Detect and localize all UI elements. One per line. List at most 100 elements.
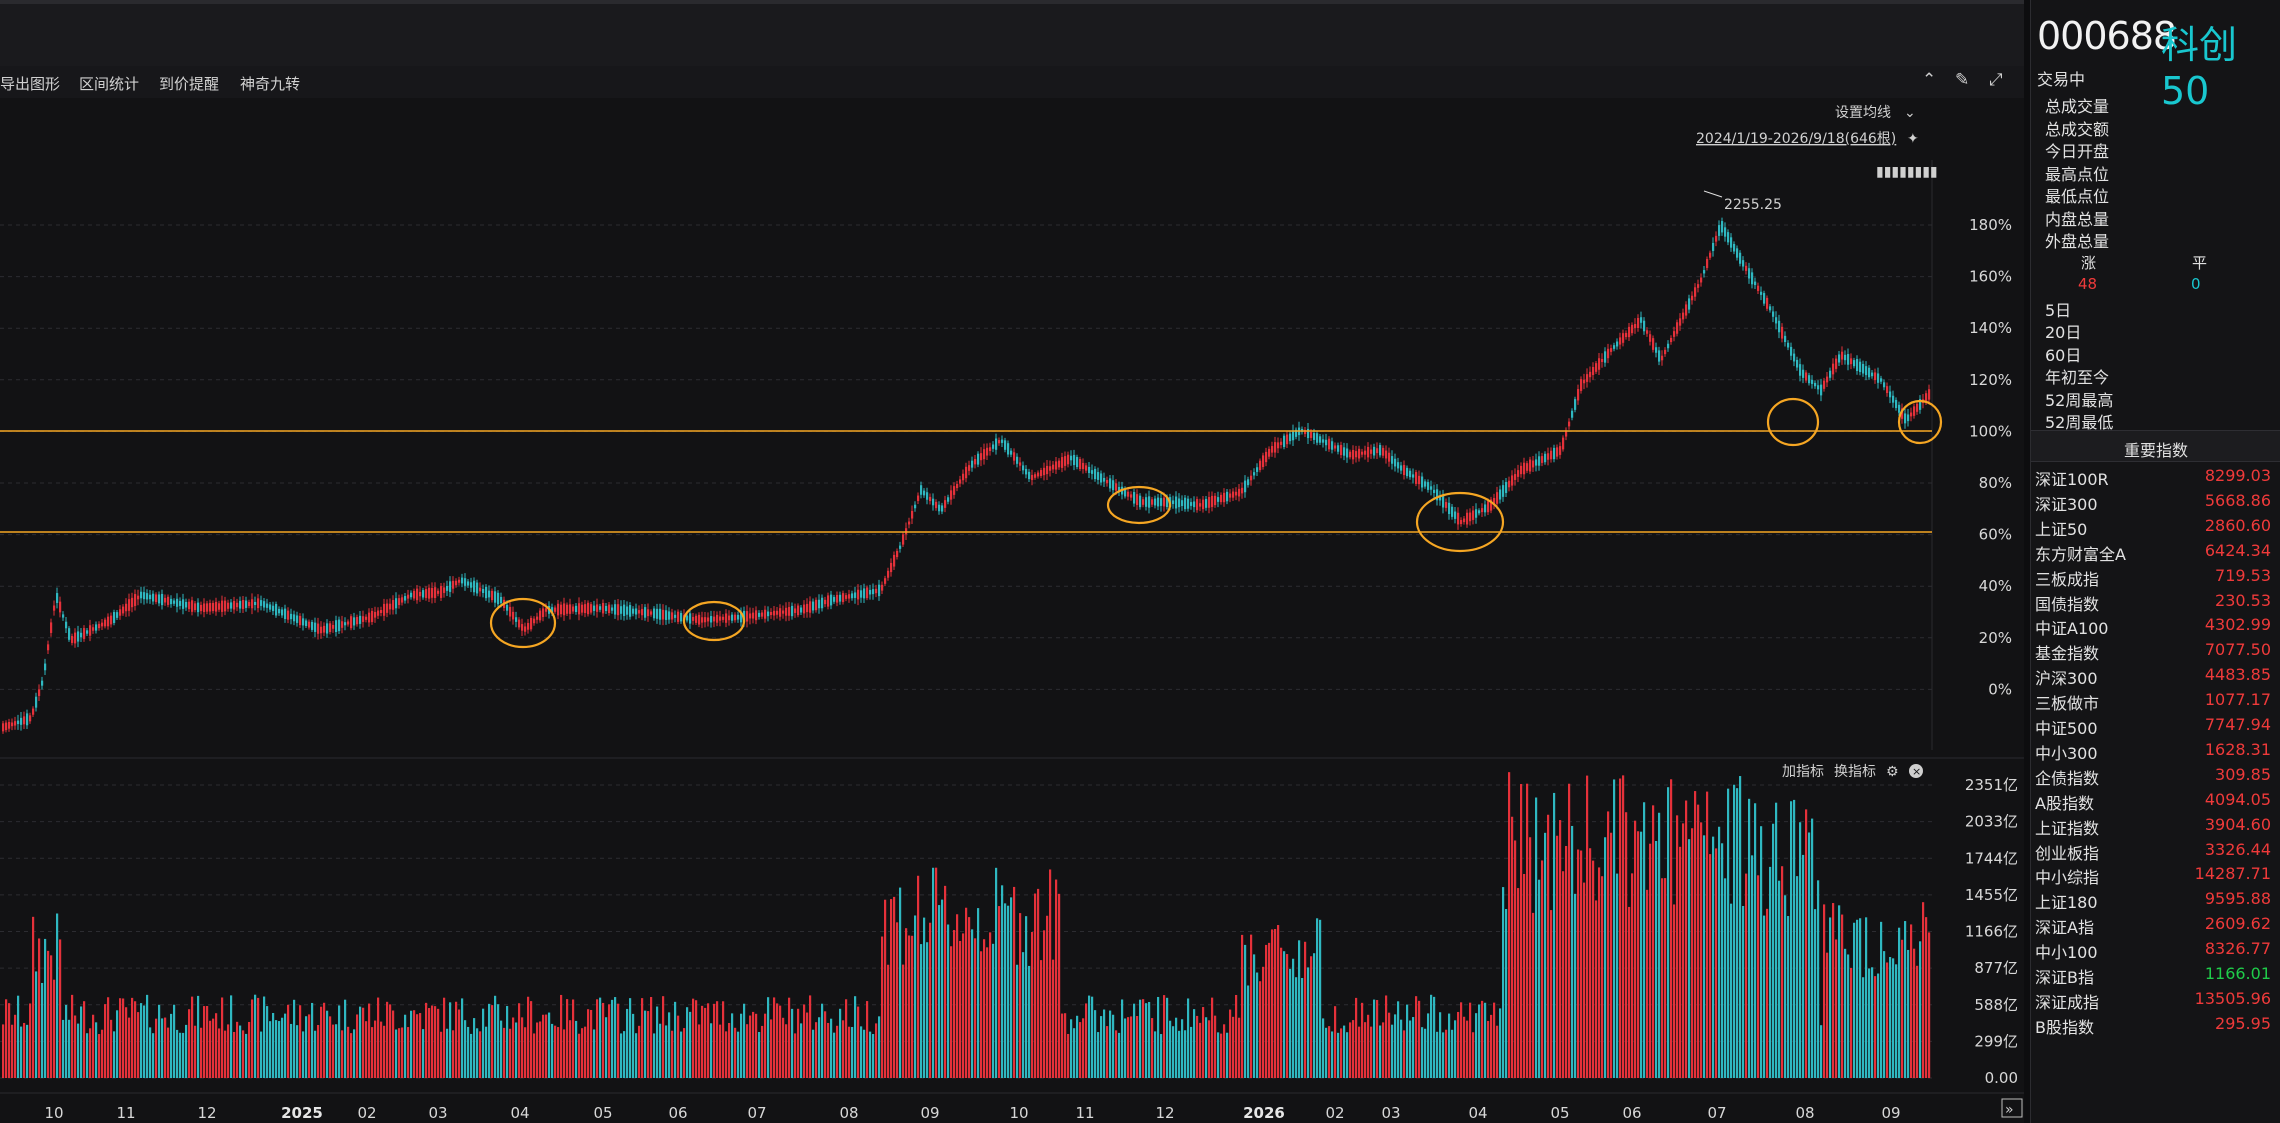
index-name[interactable]: 三板做市 bbox=[2035, 694, 2100, 714]
annotation-circles bbox=[489, 397, 1943, 649]
volume-bar bbox=[446, 1028, 449, 1078]
index-name[interactable]: 深证成指 bbox=[2035, 992, 2100, 1012]
volume-bar bbox=[1316, 918, 1319, 1078]
candle-body bbox=[1898, 404, 1901, 413]
candle-body bbox=[551, 607, 554, 613]
index-name[interactable]: 国债指数 bbox=[2035, 594, 2100, 614]
index-name[interactable]: 上证指数 bbox=[2035, 818, 2100, 838]
index-name[interactable]: 深证300 bbox=[2035, 494, 2098, 514]
ma-setting-button[interactable]: 设置均线 bbox=[1835, 105, 1891, 121]
index-name[interactable]: 中小300 bbox=[2035, 743, 2098, 763]
index-name[interactable]: 深证B指 bbox=[2035, 968, 2094, 987]
index-name[interactable]: 中证500 bbox=[2035, 719, 2098, 738]
candle-body bbox=[1427, 482, 1430, 490]
candle-body bbox=[914, 504, 917, 509]
candle-body bbox=[542, 608, 545, 618]
volume-bar bbox=[803, 1004, 806, 1078]
candle-body bbox=[272, 605, 275, 612]
candle-body bbox=[1160, 498, 1163, 506]
candle-body bbox=[1625, 332, 1628, 338]
volume-bar bbox=[1103, 1009, 1106, 1078]
index-name[interactable]: 深证100R bbox=[2035, 470, 2109, 489]
time-tick: 05 bbox=[1550, 1104, 1569, 1122]
volume-bar bbox=[98, 1034, 101, 1078]
pin-icon[interactable]: ✦ bbox=[1907, 131, 1919, 147]
volume-bar bbox=[227, 1024, 230, 1078]
candle-body bbox=[1127, 491, 1130, 497]
candle-body bbox=[1661, 355, 1664, 361]
price-alert-button[interactable]: 到价提醒 bbox=[159, 75, 220, 93]
volume-bar bbox=[32, 916, 35, 1078]
magic-nine-button[interactable]: 神奇九转 bbox=[240, 75, 301, 93]
candle-body bbox=[1079, 459, 1082, 469]
candle-body bbox=[113, 612, 116, 623]
volume-bar bbox=[473, 1018, 476, 1078]
flat-count: 0 bbox=[2191, 275, 2201, 293]
volume-bar bbox=[1388, 1012, 1391, 1078]
index-name[interactable]: 深证A指 bbox=[2035, 918, 2094, 938]
candle-body bbox=[1523, 462, 1526, 475]
index-name[interactable]: 中小综指 bbox=[2035, 868, 2100, 888]
volume-bar bbox=[1343, 1025, 1346, 1078]
candle-body bbox=[605, 605, 608, 612]
candle-body bbox=[200, 604, 203, 612]
volume-bar bbox=[1166, 997, 1169, 1078]
index-name[interactable]: 上证180 bbox=[2035, 893, 2098, 913]
stat-low: 最低点位 bbox=[2045, 187, 2110, 206]
candle-body bbox=[1151, 499, 1154, 505]
volume-bar bbox=[146, 994, 149, 1078]
index-name[interactable]: B股指数 bbox=[2035, 1017, 2094, 1037]
volume-bar bbox=[959, 940, 962, 1078]
candlesticks bbox=[2, 217, 1931, 734]
candle-body bbox=[221, 600, 224, 612]
index-name[interactable]: 企债指数 bbox=[2035, 768, 2100, 788]
kline-chart[interactable]: 180% 160% 140% 120% 100% 80% 60% 40% 20% 0% 2351亿… bbox=[0, 98, 2024, 1123]
index-name[interactable]: 创业板指 bbox=[2035, 843, 2100, 863]
stat-inner-volume: 内盘总量 bbox=[2045, 210, 2110, 229]
candle-body bbox=[1718, 225, 1721, 236]
candle-body bbox=[509, 606, 512, 617]
volume-bar bbox=[1457, 1011, 1460, 1078]
date-range-label[interactable]: 2024/1/19-2026/9/18(646根) bbox=[1696, 131, 1896, 147]
candle-body bbox=[1667, 343, 1670, 349]
scroll-right-button[interactable] bbox=[2001, 1098, 2023, 1118]
candle-body bbox=[1793, 353, 1796, 362]
volume-bar bbox=[1151, 1018, 1154, 1078]
chevron-down-icon[interactable]: ⌄ bbox=[1904, 105, 1916, 121]
index-name[interactable]: 中小100 bbox=[2035, 943, 2098, 963]
index-name[interactable]: 基金指数 bbox=[2035, 644, 2100, 664]
chevron-up-circle-icon[interactable]: ⌃ bbox=[1922, 70, 1937, 90]
gear-icon[interactable]: ⚙ bbox=[1886, 764, 1899, 780]
volume-bar bbox=[218, 1028, 221, 1078]
index-name[interactable]: 沪深300 bbox=[2035, 669, 2098, 689]
expand-icon[interactable]: ⤢ bbox=[1989, 70, 2003, 90]
candle-body bbox=[236, 602, 239, 608]
volume-bar bbox=[1322, 1018, 1325, 1078]
candle-body bbox=[1706, 259, 1709, 268]
volume-bar bbox=[1013, 886, 1016, 1078]
index-name[interactable]: A股指数 bbox=[2035, 793, 2094, 813]
index-name[interactable]: 东方财富全A bbox=[2035, 544, 2126, 564]
candle-body bbox=[242, 600, 245, 609]
volume-bar bbox=[347, 1026, 350, 1078]
candle-body bbox=[77, 631, 80, 642]
volume-bar bbox=[83, 1001, 86, 1078]
candle-body bbox=[1652, 338, 1655, 350]
index-name[interactable]: 三板成指 bbox=[2035, 569, 2100, 589]
export-chart-button[interactable]: 导出图形 bbox=[0, 75, 61, 93]
index-name[interactable]: 中证A100 bbox=[2035, 619, 2109, 639]
volume-bar bbox=[881, 936, 884, 1078]
switch-indicator-button[interactable]: 换指标 bbox=[1834, 763, 1876, 780]
add-indicator-button[interactable]: 加指标 bbox=[1782, 764, 1824, 780]
close-icon[interactable] bbox=[1909, 764, 1923, 778]
volume-bar bbox=[638, 1025, 641, 1078]
candle-body bbox=[1592, 367, 1595, 375]
brush-icon[interactable]: ✎ bbox=[1955, 70, 1970, 90]
candle-body bbox=[656, 608, 659, 619]
index-name[interactable]: 上证50 bbox=[2035, 519, 2088, 539]
candle-body bbox=[1286, 434, 1289, 445]
range-stats-button[interactable]: 区间统计 bbox=[79, 75, 140, 93]
candle-body bbox=[1064, 456, 1067, 466]
candle-body bbox=[650, 611, 653, 615]
candle-body bbox=[1022, 465, 1025, 471]
